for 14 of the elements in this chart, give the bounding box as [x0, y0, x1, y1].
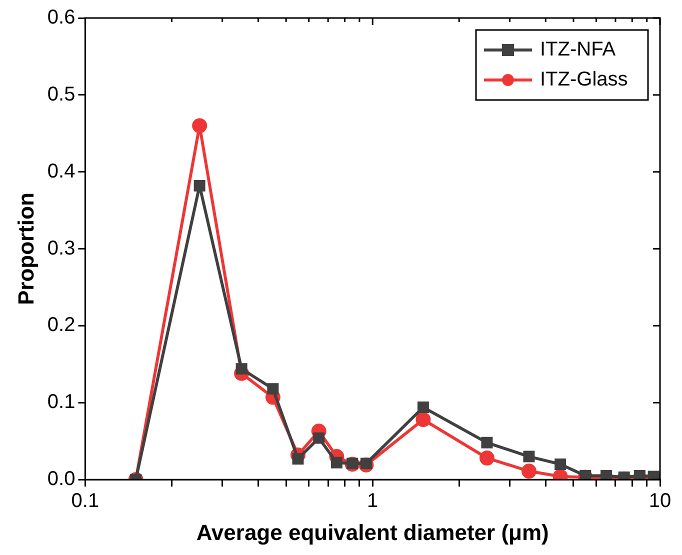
y-tick-label: 0.3 — [47, 237, 76, 260]
x-tick-label: 0.1 — [71, 490, 100, 512]
x-tick-label: 10 — [648, 490, 672, 512]
y-tick-label: 0.0 — [47, 468, 76, 490]
y-tick-label: 0.2 — [47, 314, 76, 336]
x-tick-label: 1 — [367, 490, 378, 512]
legend-label: ITZ-NFA — [540, 38, 616, 61]
y-tick-label: 0.1 — [47, 391, 76, 414]
y-tick-label: 0.6 — [47, 6, 76, 29]
y-tick-label: 0.5 — [47, 83, 76, 106]
legend-label: ITZ-Glass — [540, 68, 628, 91]
y-tick-label: 0.4 — [47, 160, 76, 182]
y-axis-title: Proportion — [13, 192, 38, 306]
x-axis-title: Average equivalent diameter (μm) — [196, 520, 549, 545]
